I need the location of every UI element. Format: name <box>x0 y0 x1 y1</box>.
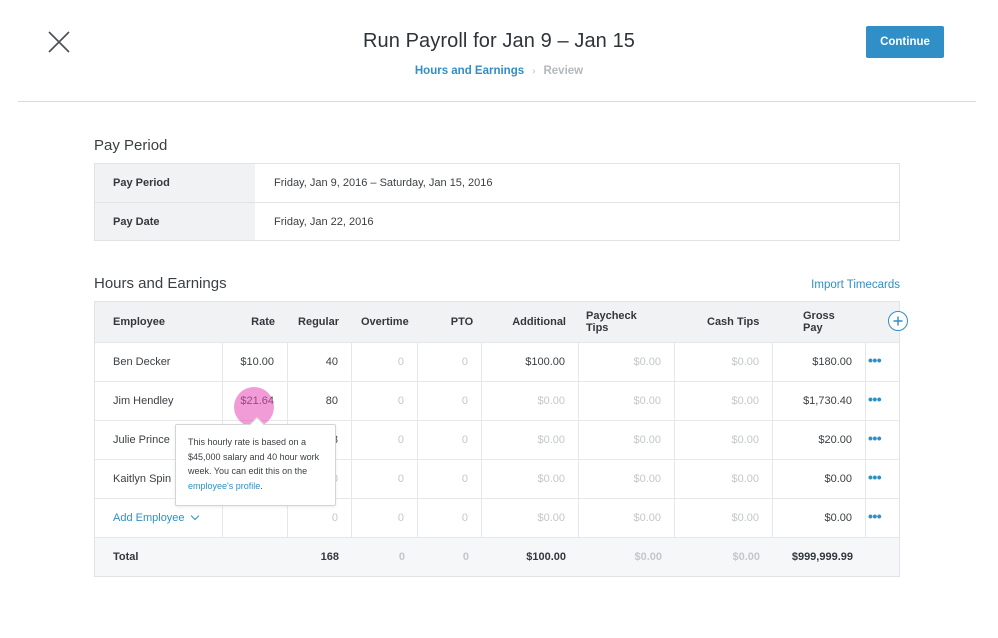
employee-name: Jim Hendley <box>95 382 223 420</box>
cash-tips-input[interactable]: $0.00 <box>675 421 773 459</box>
additional-input[interactable]: $100.00 <box>482 343 579 381</box>
total-rate <box>223 538 288 576</box>
table-row: Ben Decker $10.00 40 0 0 $100.00 $0.00 $… <box>95 342 899 381</box>
total-pto: 0 <box>462 551 469 563</box>
step-hours-and-earnings[interactable]: Hours and Earnings <box>414 65 525 77</box>
more-options-icon[interactable]: ••• <box>868 430 882 446</box>
tooltip-text: This hourly rate is based on a $45,000 s… <box>188 437 320 476</box>
add-employee-button[interactable]: Add Employee <box>95 499 223 537</box>
table-row: Julie Prince 8 0 0 $0.00 $0.00 $0.00 $20… <box>95 420 899 459</box>
regular-hours-input[interactable]: 40 <box>288 343 352 381</box>
tooltip-period: . <box>260 480 263 491</box>
add-employee-label: Add Employee <box>113 512 185 524</box>
pto-input[interactable]: 0 <box>418 343 482 381</box>
step-review[interactable]: Review <box>543 65 584 77</box>
page-title: Run Payroll for Jan 9 – Jan 15 <box>362 30 636 52</box>
paycheck-tips-input[interactable]: $0.00 <box>579 382 675 420</box>
chevron-right-icon: › <box>532 66 536 77</box>
total-label: Total <box>113 551 139 563</box>
chevron-down-icon <box>190 511 199 521</box>
total-paycheck-tips: $0.00 <box>634 551 662 563</box>
col-pto: PTO <box>450 316 474 328</box>
close-icon <box>48 31 70 53</box>
col-gross-pay: Gross Pay <box>803 310 835 334</box>
paycheck-tips-input[interactable]: $0.00 <box>579 460 675 498</box>
col-employee: Employee <box>113 316 165 328</box>
gross-pay-value: $0.00 <box>773 460 866 498</box>
header-divider <box>18 101 976 102</box>
paycheck-tips-input[interactable]: $0.00 <box>579 421 675 459</box>
additional-input[interactable]: $0.00 <box>482 382 579 420</box>
pay-period-value: Friday, Jan 9, 2016 – Saturday, Jan 15, … <box>274 177 493 189</box>
paycheck-tips-input[interactable]: $0.00 <box>579 343 675 381</box>
more-options-icon[interactable]: ••• <box>868 352 882 368</box>
pay-date-label: Pay Date <box>95 203 255 240</box>
cash-tips-input[interactable]: $0.00 <box>675 499 773 537</box>
add-employee-row: Add Employee 0 0 0 $0.00 $0.00 $0.00 $0.… <box>95 498 899 537</box>
total-spacer <box>866 538 899 576</box>
pay-period-table: Pay Period Friday, Jan 9, 2016 – Saturda… <box>94 163 900 241</box>
pay-date-value: Friday, Jan 22, 2016 <box>274 215 374 228</box>
col-paycheck-tips: Paycheck Tips <box>586 310 637 334</box>
total-row: Total 168 0 0 $100.00 $0.00 $0.00 $999,9… <box>95 537 899 576</box>
employee-profile-link[interactable]: employee's profile <box>188 480 261 491</box>
import-timecards-link[interactable]: Import Timecards <box>811 279 900 291</box>
overtime-input[interactable]: 0 <box>352 382 418 420</box>
step-breadcrumb: Hours and Earnings › Review <box>0 65 998 77</box>
col-rate: Rate <box>251 316 275 328</box>
pay-period-title: Pay Period <box>94 137 168 154</box>
gross-pay-value: $20.00 <box>773 421 866 459</box>
cash-tips-input[interactable]: $0.00 <box>675 343 773 381</box>
plus-icon <box>893 316 903 326</box>
overtime-input[interactable]: 0 <box>352 421 418 459</box>
total-additional: $100.00 <box>526 551 566 563</box>
col-additional: Additional <box>512 316 566 328</box>
additional-input[interactable]: $0.00 <box>482 460 579 498</box>
total-gross-pay: $999,999.99 <box>791 551 853 563</box>
overtime-input[interactable]: 0 <box>352 343 418 381</box>
continue-button[interactable]: Continue <box>866 26 944 58</box>
pto-input[interactable]: 0 <box>418 460 482 498</box>
pto-input[interactable]: 0 <box>418 382 482 420</box>
gross-pay-value: $180.00 <box>773 343 866 381</box>
rate-tooltip: This hourly rate is based on a $45,000 s… <box>175 416 336 506</box>
pay-date-row: Pay Date Friday, Jan 22, 2016 <box>95 202 899 240</box>
pto-input[interactable]: 0 <box>418 421 482 459</box>
paycheck-tips-input[interactable]: $0.00 <box>579 499 675 537</box>
close-button[interactable] <box>46 29 72 55</box>
total-cash-tips: $0.00 <box>732 551 760 563</box>
total-regular: 168 <box>320 551 339 563</box>
more-options-icon[interactable]: ••• <box>868 469 882 485</box>
table-header: Employee Rate Regular Overtime PTO Addit… <box>95 302 899 342</box>
add-column-button[interactable] <box>888 311 908 331</box>
col-cash-tips: Cash Tips <box>707 316 760 328</box>
table-row: Jim Hendley $21.64 80 0 0 $0.00 $0.00 $0… <box>95 381 899 420</box>
additional-input[interactable]: $0.00 <box>482 421 579 459</box>
employee-name: Ben Decker <box>95 343 223 381</box>
cash-tips-input[interactable]: $0.00 <box>675 460 773 498</box>
hours-earnings-table: Employee Rate Regular Overtime PTO Addit… <box>94 301 900 577</box>
pay-period-row: Pay Period Friday, Jan 9, 2016 – Saturda… <box>95 164 899 202</box>
overtime-input[interactable]: 0 <box>352 460 418 498</box>
col-regular: Regular <box>298 316 339 328</box>
regular-hours-input[interactable]: 0 <box>288 499 352 537</box>
more-options-icon[interactable]: ••• <box>868 508 882 524</box>
col-overtime: Overtime <box>361 316 409 328</box>
rate-cell[interactable]: $10.00 <box>223 343 288 381</box>
cash-tips-input[interactable]: $0.00 <box>675 382 773 420</box>
overtime-input[interactable]: 0 <box>352 499 418 537</box>
rate-cell <box>223 499 288 537</box>
total-overtime: 0 <box>398 551 405 563</box>
regular-hours-input[interactable]: 80 <box>288 382 352 420</box>
more-options-icon[interactable]: ••• <box>868 391 882 407</box>
hours-earnings-title: Hours and Earnings <box>94 275 227 292</box>
pay-period-label: Pay Period <box>95 164 255 202</box>
gross-pay-value: $1,730.40 <box>773 382 866 420</box>
gross-pay-value: $0.00 <box>773 499 866 537</box>
pto-input[interactable]: 0 <box>418 499 482 537</box>
additional-input[interactable]: $0.00 <box>482 499 579 537</box>
